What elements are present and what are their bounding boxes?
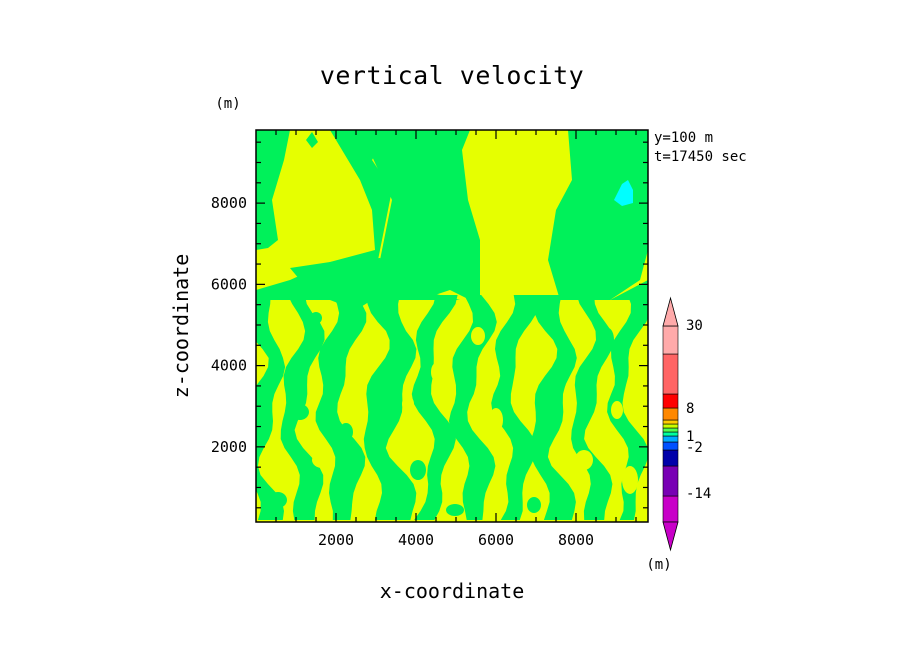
colorbar-level-label: -2 — [686, 440, 703, 456]
field-patch-5 — [410, 460, 426, 480]
colorbar-swatch — [662, 449, 679, 467]
field-region-green-2 — [360, 130, 480, 300]
field-streak-3 — [363, 295, 417, 520]
field-region-green-small — [306, 132, 318, 148]
x-tick-label: 8000 — [558, 531, 594, 549]
field-streak-2 — [315, 295, 367, 520]
field-patch-16 — [554, 374, 566, 390]
colorbar-swatch — [662, 465, 679, 497]
annotation-time: t=17450 sec — [654, 149, 747, 165]
field-upper — [256, 130, 648, 310]
colorbar-unit: (m) — [646, 557, 671, 573]
field-patch-11 — [269, 492, 287, 508]
field-streak-7 — [529, 295, 577, 520]
colorbar-swatch — [662, 393, 679, 409]
colorbar-swatch — [662, 427, 679, 433]
colorbar-level-label: -14 — [686, 486, 711, 502]
colorbar-swatch — [662, 419, 679, 425]
field-patch-19 — [402, 396, 414, 412]
colorbar-swatch — [662, 423, 679, 429]
colorbar-swatch — [662, 407, 679, 421]
field-patch-4 — [339, 423, 353, 441]
field-patch-0 — [367, 335, 379, 355]
field-region-green-3 — [548, 130, 648, 300]
field-streak-9 — [607, 295, 648, 520]
field-patch-15 — [611, 401, 623, 419]
colorbar-swatch — [662, 325, 679, 355]
field-patch-18 — [310, 312, 322, 324]
field-streak-0 — [256, 295, 286, 520]
field-patch-14 — [446, 504, 464, 516]
y-axis-label: z-coordinate — [169, 254, 193, 399]
colorbar: -14 -21 8 30 — [662, 296, 711, 552]
downdraft-patch — [614, 180, 633, 206]
field-streak-8 — [571, 295, 614, 520]
field-patch-6 — [489, 408, 503, 432]
colorbar-max-arrow — [662, 296, 679, 327]
field-region-green-0 — [256, 130, 290, 250]
field-patch-7 — [526, 295, 540, 305]
chart-title: vertical velocity — [320, 61, 584, 90]
field-streak-4 — [411, 295, 458, 520]
x-tick-label: 6000 — [478, 531, 514, 549]
plot-area — [256, 130, 648, 522]
colorbar-min-arrow — [662, 521, 679, 552]
field-lower — [256, 295, 648, 520]
field-region-green-4 — [256, 258, 648, 300]
colorbar-swatch — [662, 435, 679, 443]
colorbar-level-label: 30 — [686, 318, 703, 334]
colorbar-swatch — [662, 431, 679, 437]
x-tick-label: 2000 — [318, 531, 354, 549]
colorbar-swatch — [662, 495, 679, 523]
y-unit-label: (m) — [215, 96, 240, 112]
y-axis: 2000 4000 6000 8000 — [211, 141, 648, 509]
field-patches — [269, 295, 638, 516]
x-axis-label: x-coordinate — [380, 579, 525, 603]
field-patch-2 — [291, 404, 309, 420]
colorbar-swatch — [662, 441, 679, 451]
plot-frame — [255, 129, 649, 523]
field-patch-17 — [471, 327, 485, 345]
field-patch-13 — [352, 499, 368, 513]
annotation-y: y=100 m — [654, 130, 713, 146]
field-patch-1 — [431, 363, 441, 381]
field-streak-5 — [448, 295, 497, 520]
field-patch-10 — [622, 466, 638, 494]
field-streak-6 — [491, 295, 539, 520]
colorbar-level-label: 1 — [686, 429, 694, 445]
colorbar-level-label: 8 — [686, 401, 694, 417]
field-patch-12 — [527, 497, 541, 513]
y-tick-label: 2000 — [211, 438, 247, 456]
colorbar-swatch — [662, 353, 679, 395]
field-patch-9 — [575, 450, 593, 470]
y-tick-label: 8000 — [211, 194, 247, 212]
field-patch-8 — [602, 328, 614, 352]
y-tick-label: 4000 — [211, 357, 247, 375]
x-tick-label: 4000 — [398, 531, 434, 549]
y-tick-label: 6000 — [211, 275, 247, 293]
field-patch-3 — [312, 452, 332, 468]
x-axis: 2000 4000 6000 8000 — [275, 130, 637, 549]
